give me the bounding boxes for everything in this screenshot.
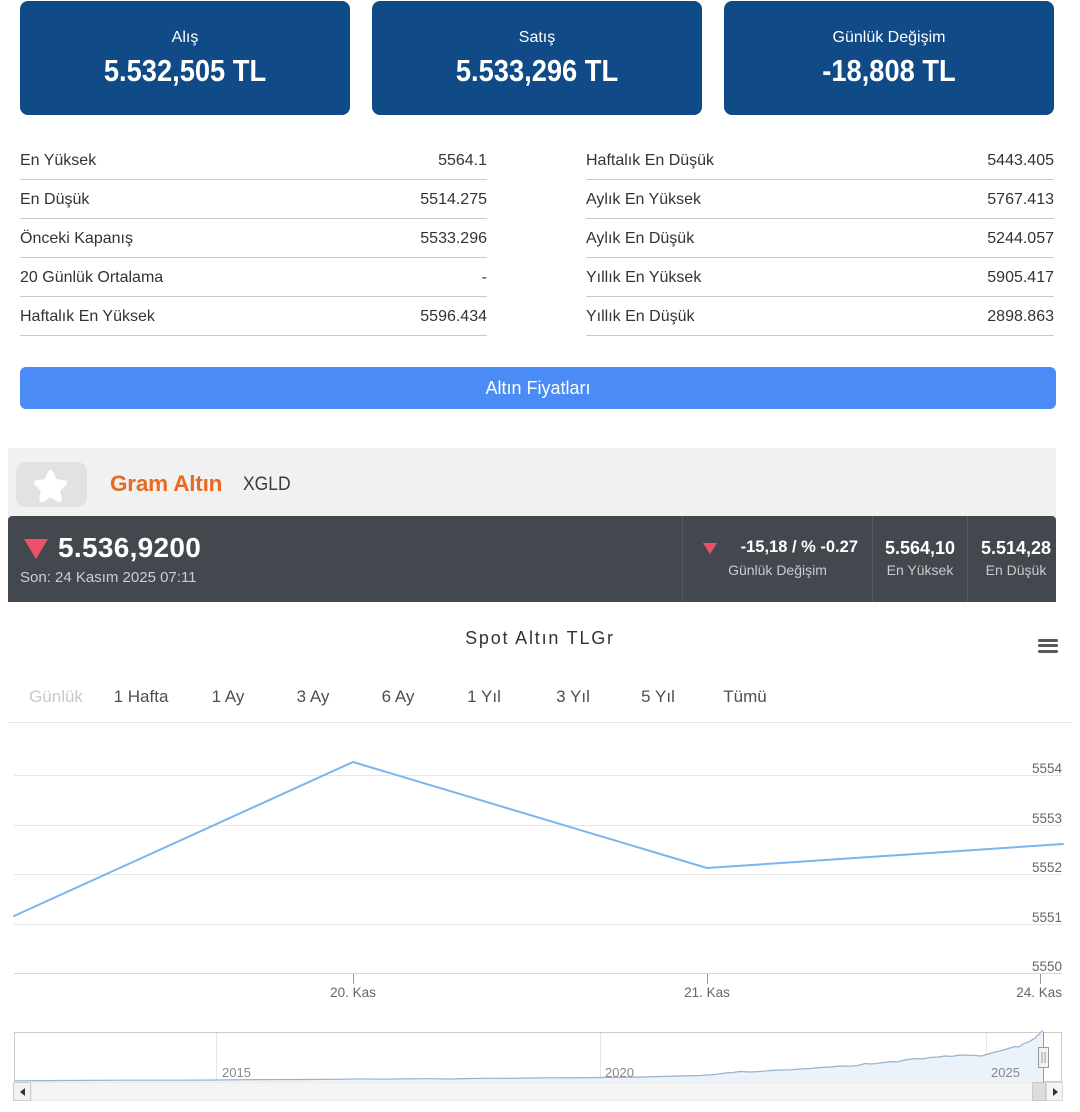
svg-text:5553: 5553 bbox=[1032, 811, 1062, 826]
svg-text:5554: 5554 bbox=[1032, 761, 1063, 776]
svg-text:2015: 2015 bbox=[222, 1065, 251, 1080]
svg-text:2025: 2025 bbox=[991, 1065, 1020, 1080]
svg-text:21. Kas: 21. Kas bbox=[684, 985, 730, 1000]
svg-text:5551: 5551 bbox=[1032, 910, 1062, 925]
svg-text:20. Kas: 20. Kas bbox=[330, 985, 376, 1000]
svg-text:5552: 5552 bbox=[1032, 860, 1062, 875]
svg-text:2020: 2020 bbox=[605, 1065, 634, 1080]
svg-text:24. Kas: 24. Kas bbox=[1016, 985, 1062, 1000]
svg-text:5550: 5550 bbox=[1032, 959, 1062, 974]
